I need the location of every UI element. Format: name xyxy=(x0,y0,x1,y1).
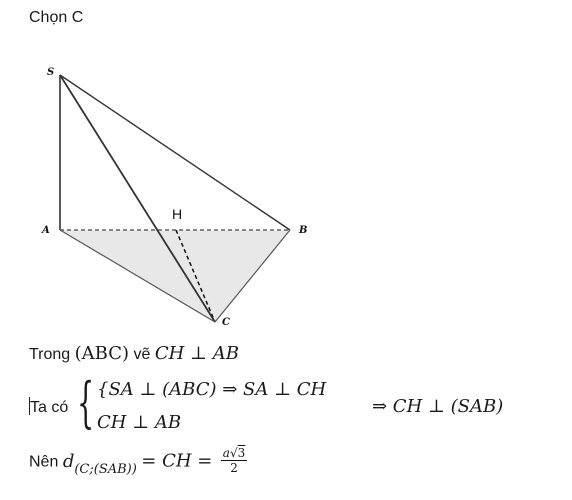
construction-plane: (ABC) xyxy=(74,343,130,364)
text-cursor xyxy=(29,397,30,415)
system-conclusion: ⇒ CH ⊥ (SAB) xyxy=(372,396,504,417)
edge-SB xyxy=(59,74,291,231)
edge-AC xyxy=(59,229,216,323)
edge-BC xyxy=(214,229,291,323)
construction-prefix: Trong xyxy=(29,346,71,363)
system-label: Ta có xyxy=(29,397,69,416)
system-row-1: {SA ⊥ (ABC) ⇒ SA ⊥ CH xyxy=(97,379,326,400)
fraction-denominator: 2 xyxy=(230,461,238,475)
point-label-C: C xyxy=(222,317,230,328)
edge-SC xyxy=(59,74,216,323)
result-prefix: Nên xyxy=(29,453,59,471)
distance-symbol: d(C;(SAB)) xyxy=(62,450,137,477)
answer-label: Chọn C xyxy=(29,9,84,26)
system-row-1-text: SA ⊥ (ABC) ⇒ SA ⊥ CH xyxy=(108,379,327,400)
system-row-2: CH ⊥ AB xyxy=(97,412,182,433)
point-label-A: A xyxy=(41,225,50,236)
construction-line: Trong (ABC) vẽ CH ⊥ AB xyxy=(29,343,239,364)
base-triangle-shading xyxy=(60,230,290,322)
construction-verb: vẽ xyxy=(133,346,151,363)
point-label-B: B xyxy=(298,225,307,236)
segment-CH xyxy=(175,229,216,323)
point-label-H: H xyxy=(172,206,182,222)
construction-statement: CH ⊥ AB xyxy=(154,343,239,364)
point-label-S: S xyxy=(47,67,54,78)
fraction-numerator: a√3 xyxy=(220,446,248,461)
system-brace: { xyxy=(77,371,95,434)
distance-subscript: (C;(SAB)) xyxy=(74,461,137,477)
result-line: Nên d(C;(SAB)) = CH = a√3 2 xyxy=(29,446,248,477)
result-fraction: a√3 2 xyxy=(220,446,248,475)
system-row-1-open: { xyxy=(97,379,109,400)
result-equals: = CH = xyxy=(141,450,213,472)
